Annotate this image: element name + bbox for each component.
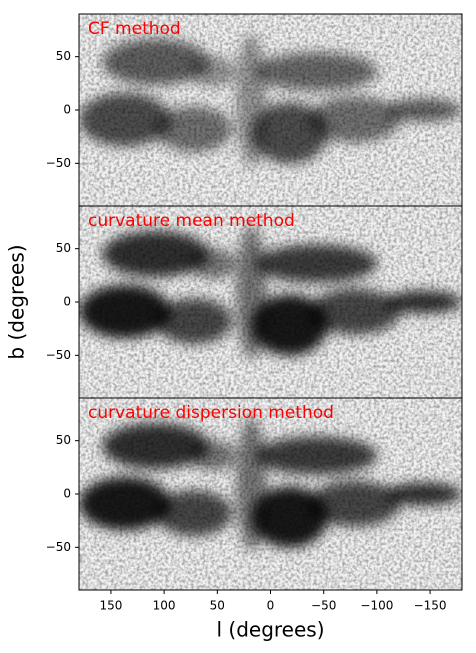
panel-title: curvature mean method: [88, 211, 295, 231]
y-tick-label: 50: [56, 49, 71, 63]
x-axis-label: l (degrees): [216, 618, 324, 642]
x-tick-label: −150: [414, 599, 447, 613]
y-tick-label: −50: [46, 348, 71, 362]
y-tick-label: −50: [46, 156, 71, 170]
x-tick-label: 100: [153, 599, 176, 613]
y-tick-label: 0: [63, 295, 71, 309]
x-tick-label: −100: [360, 599, 393, 613]
map-image: [79, 14, 462, 206]
map-grain: [79, 398, 462, 590]
y-axis-label: b (degrees): [5, 244, 29, 359]
x-tick-label: −50: [311, 599, 336, 613]
y-tick-label: 0: [63, 487, 71, 501]
map-grain: [79, 206, 462, 398]
panel-title: CF method: [88, 19, 181, 39]
y-tick-label: −50: [46, 540, 71, 554]
map-image: [79, 398, 462, 590]
map-image: [79, 206, 462, 398]
y-tick-label: 50: [56, 433, 71, 447]
panel-title: curvature dispersion method: [88, 403, 334, 423]
y-tick-label: 50: [56, 241, 71, 255]
y-tick-label: 0: [63, 103, 71, 117]
x-tick-label: 0: [267, 599, 275, 613]
x-tick-label: 150: [99, 599, 122, 613]
map-grain: [79, 14, 462, 206]
x-tick-label: 50: [210, 599, 225, 613]
